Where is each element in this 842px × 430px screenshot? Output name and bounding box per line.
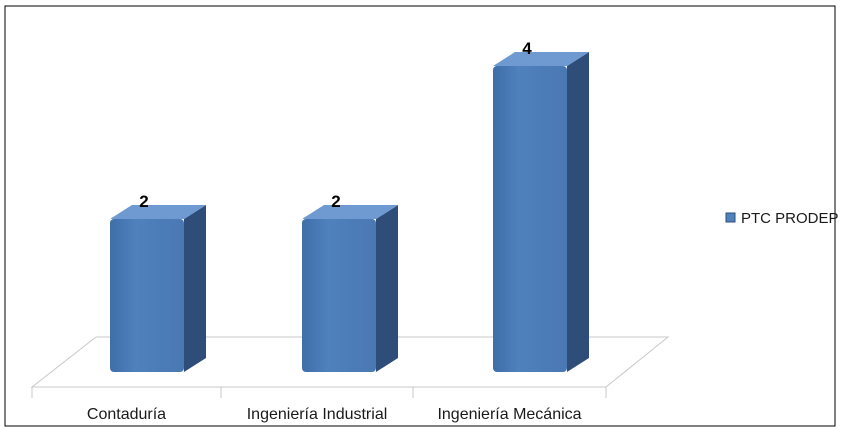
legend: PTC PRODEP — [725, 210, 839, 227]
bar-side — [184, 205, 206, 372]
data-label: 2 — [139, 192, 148, 211]
bar — [302, 205, 398, 372]
category-label: Contaduría — [87, 406, 166, 423]
bar-top — [110, 205, 206, 219]
bar-front — [110, 219, 184, 372]
bars — [110, 52, 589, 372]
legend-swatch — [725, 212, 736, 223]
bar-top — [302, 205, 398, 219]
data-label: 4 — [522, 39, 532, 58]
category-label: Ingeniería Mecánica — [437, 406, 581, 423]
bar-top — [493, 52, 589, 66]
legend-label: PTC PRODEP — [741, 210, 839, 227]
bar-front — [302, 219, 376, 372]
bar-side — [376, 205, 398, 372]
bar-front — [493, 66, 567, 372]
category-label: Ingeniería Industrial — [247, 406, 388, 423]
data-label: 2 — [331, 192, 340, 211]
category-labels: Contaduría Ingeniería Industrial Ingenierí… — [87, 406, 582, 423]
data-labels: 2 2 4 — [139, 39, 532, 211]
bar — [110, 205, 206, 372]
bar — [493, 52, 589, 372]
bar-side — [567, 52, 589, 372]
